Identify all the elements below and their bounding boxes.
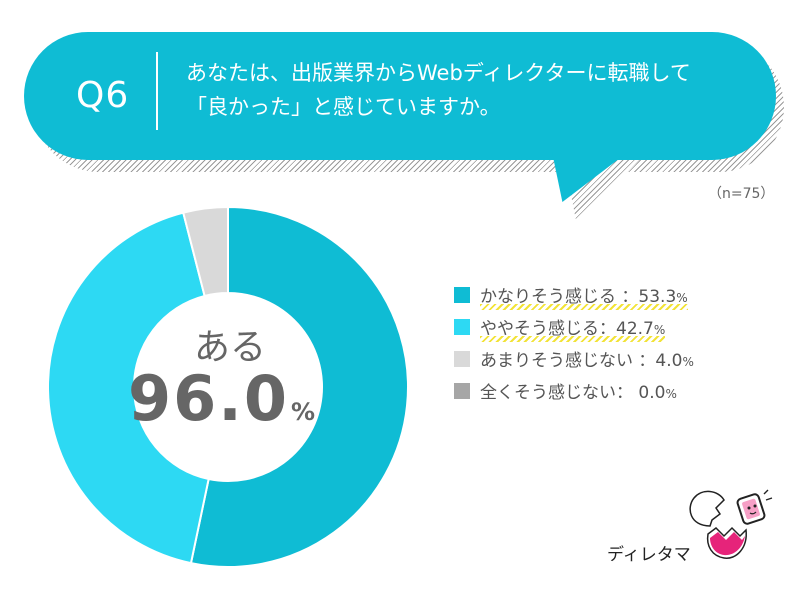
question-text: あなたは、出版業界からWebディレクターに転職して 「良かった」と感じていますか… xyxy=(186,56,746,124)
legend-value: 0.0 xyxy=(638,383,666,403)
legend-swatch xyxy=(454,383,470,399)
center-label: ある xyxy=(193,327,266,368)
legend-swatch xyxy=(454,319,470,335)
question-line-2: 「良かった」と感じていますか。 xyxy=(186,95,501,119)
legend-unit: % xyxy=(665,387,677,401)
question-divider xyxy=(156,52,158,130)
legend-unit: % xyxy=(653,323,666,337)
center-value-unit: % xyxy=(290,398,316,426)
donut-slice xyxy=(189,205,409,568)
legend-value: 42.7 xyxy=(616,319,654,339)
legend-swatch xyxy=(454,351,470,367)
legend-unit: % xyxy=(682,355,694,369)
legend-item: かなりそう感じる ：53.3% xyxy=(454,280,754,312)
center-value: 96.0% xyxy=(128,362,315,435)
center-value-number: 96.0 xyxy=(128,362,289,435)
donut-slice xyxy=(47,211,210,565)
legend-label: かなりそう感じる ： xyxy=(480,287,639,307)
legend-unit: % xyxy=(676,291,688,305)
legend-value: 53.3 xyxy=(638,287,677,307)
egg-mascot-icon xyxy=(689,489,773,559)
legend-value: 4.0 xyxy=(655,351,683,371)
question-line-1: あなたは、出版業界からWebディレクターに転職して xyxy=(186,61,691,85)
chart-legend: かなりそう感じる ：53.3% ややそう感じる：42.7% あまりそう感じない … xyxy=(454,280,754,408)
question-speech-bubble xyxy=(24,32,776,160)
legend-item: 全くそう感じない： 0.0% xyxy=(454,376,754,408)
sample-size: （n=75） xyxy=(708,186,775,202)
legend-label: ややそう感じる： xyxy=(480,319,616,339)
donut-slice xyxy=(182,205,229,298)
legend-swatch xyxy=(454,287,470,303)
donut-chart xyxy=(47,205,409,568)
legend-item: ややそう感じる：42.7% xyxy=(454,312,754,344)
question-number: Q6 xyxy=(76,75,130,116)
legend-label: あまりそう感じない ： xyxy=(480,351,656,371)
logo-text: ディレタマ xyxy=(607,545,691,565)
legend-item: あまりそう感じない ：4.0% xyxy=(454,344,754,376)
legend-label: 全くそう感じない： xyxy=(480,383,639,403)
